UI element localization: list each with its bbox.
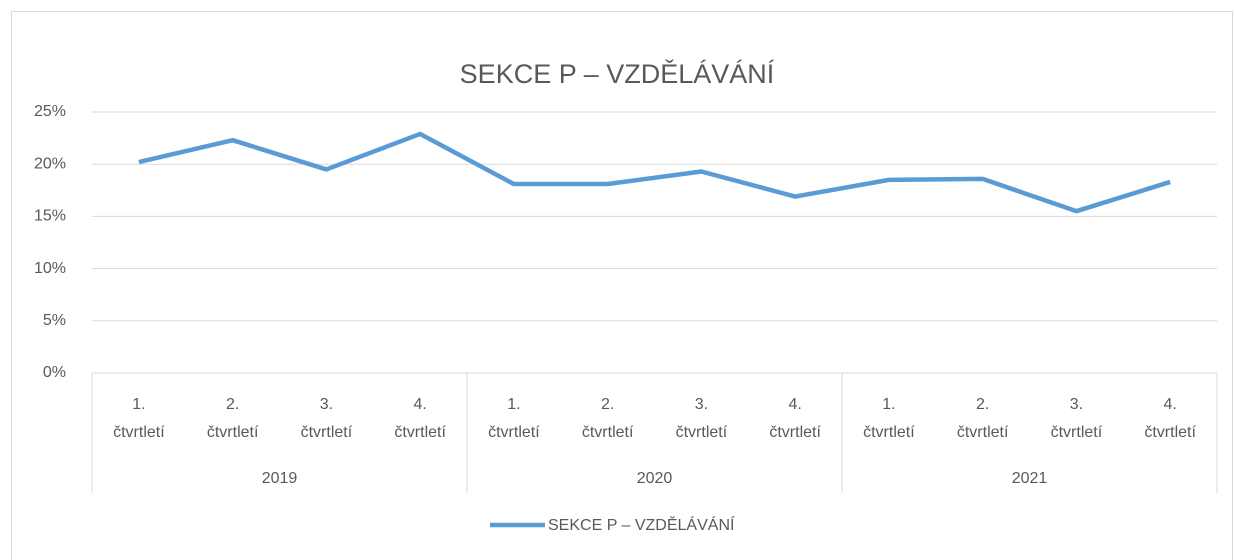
y-tick-label: 5% — [43, 312, 66, 329]
x-tick-label: 4. čtvrtletí — [1144, 396, 1196, 441]
x-tick-label: 2. čtvrtletí — [956, 396, 1009, 441]
y-tick-label: 10% — [34, 260, 66, 277]
group-label: 2021 — [1012, 470, 1048, 487]
x-tick-label: 1. čtvrtletí — [488, 396, 540, 441]
y-tick-label: 25% — [34, 103, 66, 120]
x-tick-label: 1. čtvrtletí — [113, 396, 165, 441]
x-tick-label: 4. čtvrtletí — [394, 396, 446, 441]
y-tick-label: 15% — [34, 208, 66, 225]
chart-border — [11, 11, 1233, 560]
y-tick-label: 0% — [43, 364, 66, 381]
chart-title: SEKCE P – VZDĚLÁVÁNÍ — [460, 58, 775, 89]
x-tick-label: 2. čtvrtletí — [206, 396, 259, 441]
y-tick-label: 20% — [34, 155, 66, 172]
x-tick-label: 3. čtvrtletí — [675, 396, 728, 441]
x-tick-label: 3. čtvrtletí — [1050, 396, 1103, 441]
x-tick-label: 2. čtvrtletí — [581, 396, 634, 441]
group-label: 2020 — [637, 470, 673, 487]
x-tick-label: 4. čtvrtletí — [769, 396, 821, 441]
group-label: 2019 — [262, 470, 298, 487]
x-tick-label: 1. čtvrtletí — [863, 396, 915, 441]
series-line — [138, 131, 1171, 214]
x-tick-label: 3. čtvrtletí — [300, 396, 353, 441]
legend-label: SEKCE P – VZDĚLÁVÁNÍ — [548, 515, 735, 534]
